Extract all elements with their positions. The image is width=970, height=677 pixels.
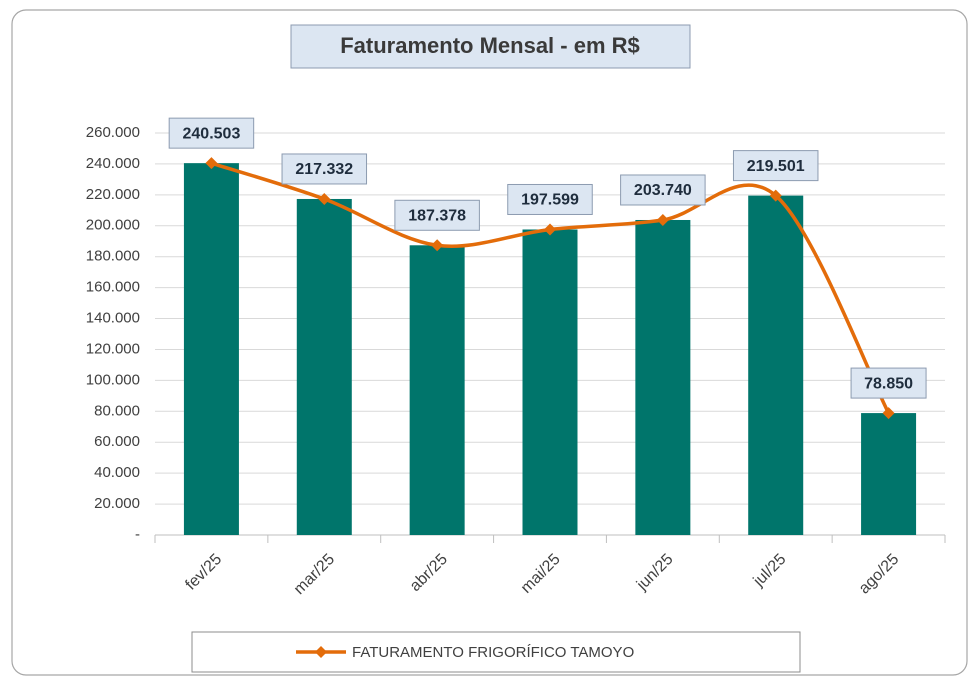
marker xyxy=(656,213,669,226)
marker xyxy=(544,223,556,236)
bar xyxy=(861,413,917,535)
data-label-box xyxy=(732,150,819,182)
y-tick-label: - xyxy=(135,526,140,543)
bar xyxy=(748,195,804,536)
legend-box xyxy=(191,631,801,673)
marker xyxy=(882,407,895,420)
y-tick-label: 100.000 xyxy=(86,371,140,388)
bar xyxy=(635,219,691,535)
data-label-box xyxy=(281,153,368,185)
y-tick-label: 40.000 xyxy=(94,464,140,481)
data-label-box xyxy=(620,174,706,206)
bar xyxy=(522,229,578,535)
data-label: 187.378 xyxy=(408,208,466,225)
bar xyxy=(296,198,352,535)
data-label: 78.850 xyxy=(864,375,913,392)
data-label-box xyxy=(168,117,255,149)
marker xyxy=(205,157,218,170)
marker xyxy=(431,239,444,252)
y-tick-label: 80.000 xyxy=(94,402,140,419)
data-label-box xyxy=(394,199,480,231)
bar xyxy=(409,245,465,535)
data-label: 217.332 xyxy=(295,161,353,178)
y-tick-label: 260.000 xyxy=(86,124,140,141)
data-label: 197.599 xyxy=(521,192,579,209)
data-label: 203.740 xyxy=(634,182,692,199)
y-tick-label: 200.000 xyxy=(86,217,140,234)
y-tick-label: 160.000 xyxy=(86,279,140,296)
marker xyxy=(769,189,782,202)
data-label-box xyxy=(507,183,593,215)
y-tick-label: 20.000 xyxy=(94,495,140,512)
data-label-box xyxy=(850,367,927,399)
chart-title: Faturamento Mensal - em R$ xyxy=(340,33,640,58)
bar xyxy=(183,163,239,535)
legend-marker xyxy=(315,646,327,658)
y-tick-label: 240.000 xyxy=(86,155,140,172)
data-label: 219.501 xyxy=(747,158,805,175)
y-tick-label: 220.000 xyxy=(86,186,140,203)
data-label: 240.503 xyxy=(183,125,241,142)
legend-label: FATURAMENTO FRIGORÍFICO TAMOYO xyxy=(352,644,634,661)
marker xyxy=(318,192,331,205)
y-tick-label: 140.000 xyxy=(86,310,140,327)
title-box xyxy=(290,24,691,69)
y-tick-label: 180.000 xyxy=(86,248,140,265)
chart-frame xyxy=(11,9,968,676)
y-tick-label: 120.000 xyxy=(86,340,140,357)
y-tick-label: 60.000 xyxy=(94,433,140,450)
